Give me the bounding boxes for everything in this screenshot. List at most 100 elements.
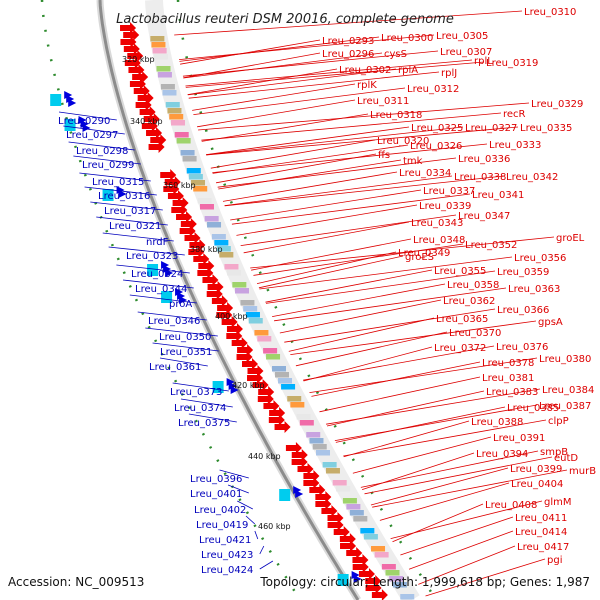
leader-line [379,482,510,521]
reverse-gene-arrow [189,239,206,251]
gene-label-reverse: murB [569,466,596,477]
reverse-gene-arrow [303,470,320,482]
gene-label-forward: Lreu_0396 [190,474,242,485]
reverse-gene-arrow [143,113,160,125]
annotation-block [191,180,206,186]
annotation-block [156,66,171,72]
gene-label-reverse: Lreu_0319 [486,58,538,69]
reverse-gene-arrow [291,456,308,468]
annotation-block [299,420,314,426]
reverse-gene-arrow [263,400,280,412]
annotation-block [188,174,203,180]
reverse-gene-arrow [340,540,357,552]
leader-line [237,500,253,510]
forward-gene-block [64,119,76,131]
annotation-block [193,186,208,192]
gene-label-forward: Lreu_0419 [196,520,248,531]
reverse-gene-arrow [285,442,302,454]
leader-line [279,299,442,334]
gene-label-reverse: Lreu_0310 [524,7,576,18]
leader-line [217,157,457,188]
leader-line [400,516,514,556]
annotation-block [232,282,247,288]
backbone-line [98,0,360,600]
annotation-block [309,438,324,444]
annotation-block [371,546,386,552]
reverse-gene-arrow [184,232,201,244]
gene-label-reverse: Lreu_0391 [493,433,545,444]
reverse-gene-arrow [211,295,228,307]
reverse-gene-arrow [216,309,233,321]
annotation-block [325,468,340,474]
leader-line [108,246,185,256]
reverse-gene-arrow [129,78,146,90]
gene-label-reverse: Lreu_0342 [506,172,558,183]
reverse-gene-arrow [148,141,165,153]
leader-line [212,143,488,173]
gene-label-forward: Lreu_0321 [109,221,161,232]
annotation-block [169,114,184,120]
annotation-block [219,252,234,258]
reverse-gene-arrow [247,365,264,377]
annotation-block [332,480,347,486]
gene-label-forward: Lreu_0290 [58,116,110,127]
annotation-block [204,216,219,222]
gene-label-reverse: Lreu_0372 [434,343,486,354]
annotation-block [224,264,239,270]
gene-label-reverse: Lreu_0387 [539,401,591,412]
annotation-block [243,306,258,312]
gene-label-reverse: Lreu_0381 [482,373,534,384]
annotation-block [245,312,260,318]
gene-label-forward: Lreu_0402 [194,505,246,516]
reverse-gene-arrow [291,449,308,461]
leader-line [159,357,208,367]
annotation-block [197,198,212,204]
reverse-gene-arrow [120,36,137,48]
leader-line [129,294,197,304]
reverse-gene-arrow [188,246,205,258]
leader-line [79,172,151,182]
leader-line [259,545,265,555]
leader-line [290,320,537,355]
gene-label-reverse: Lreu_0337 [423,186,475,197]
leader-line [303,345,495,381]
leader-line [240,214,457,246]
forward-gene-arrow [82,124,91,132]
gene-label-reverse: Lreu_0399 [510,464,562,475]
leader-line [206,126,410,155]
gene-label-reverse: Lreu_0355 [434,266,486,277]
gene-label-forward: nrdF [146,237,169,248]
leader-line [272,283,446,317]
gene-label-reverse: smpB [540,447,568,458]
leader-line [408,530,514,570]
annotation-block [374,552,389,558]
leader-line [360,450,539,488]
leader-line [364,456,553,495]
reverse-gene-arrow [180,218,197,230]
reverse-gene-arrow [221,316,238,328]
leader-line [250,236,555,269]
gene-label-reverse: Lreu_0343 [411,218,463,229]
leader-line [58,111,117,121]
leader-line [230,189,422,221]
forward-gene-arrow [165,269,174,277]
leader-line [122,279,194,289]
annotation-block [157,72,172,78]
annotation-block [360,528,375,534]
reverse-gene-arrow [172,197,189,209]
gene-label-reverse: Lreu_0411 [515,513,567,524]
annotation-block [254,330,269,336]
reverse-gene-arrow [124,57,141,69]
gene-label-forward: Lreu_0316 [98,191,150,202]
leader-line [145,327,218,337]
reverse-gene-arrow [163,183,180,195]
reverse-gene-arrow [333,526,350,538]
gene-label-reverse: glmM [544,497,572,508]
forward-gene-arrow [353,575,362,583]
gene-label-reverse: Lreu_0358 [447,280,499,291]
gene-label-reverse: Lreu_0417 [517,542,569,553]
annotation-block [287,396,302,402]
leader-line [73,155,141,165]
gene-label-reverse: cysS [384,49,407,60]
leader-line [197,99,356,128]
